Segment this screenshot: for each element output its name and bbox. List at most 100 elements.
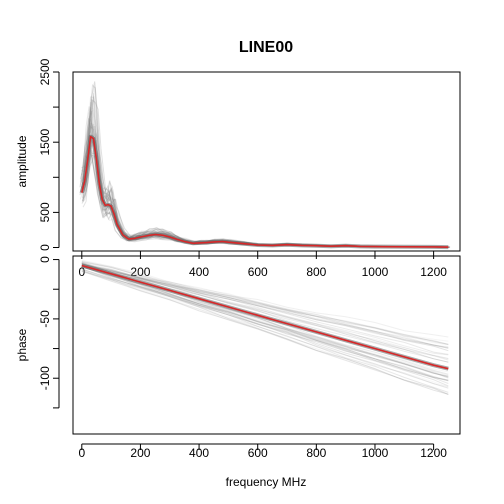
background-trace <box>81 124 449 248</box>
background-trace <box>82 110 450 248</box>
background-trace <box>83 99 450 248</box>
background-trace <box>83 110 450 248</box>
background-trace <box>80 121 448 248</box>
y-tick-label: 500 <box>38 202 52 222</box>
background-trace <box>79 118 447 248</box>
amplitude-panel: 0 500 1500 2500 amplitude 0 200 400 600 800 1000 12… <box>15 58 461 279</box>
background-trace <box>81 262 449 360</box>
background-trace <box>82 126 450 248</box>
x-tick-label: 0 <box>78 265 85 279</box>
background-trace <box>82 136 450 248</box>
background-trace <box>81 263 449 393</box>
y-tick-label: 2500 <box>38 58 52 85</box>
background-trace <box>81 271 449 388</box>
trace-band <box>79 134 449 250</box>
x-tick-label: 400 <box>189 446 209 460</box>
x-tick-label: 600 <box>248 265 268 279</box>
chart-title: LINE00 <box>239 39 293 56</box>
background-trace <box>81 268 449 378</box>
background-trace <box>79 149 447 248</box>
background-trace <box>81 135 449 248</box>
background-trace <box>81 265 449 387</box>
background-trace <box>82 81 450 248</box>
background-trace <box>81 265 449 345</box>
mean-line <box>81 264 449 370</box>
background-trace <box>82 145 450 248</box>
background-trace <box>81 271 449 388</box>
background-trace <box>81 264 449 345</box>
background-trace <box>82 123 449 248</box>
phase-panel-plot-area <box>81 259 449 395</box>
background-trace <box>81 259 449 348</box>
background-trace <box>81 142 449 248</box>
background-trace <box>81 265 449 342</box>
background-trace <box>79 123 447 248</box>
background-trace <box>81 263 449 363</box>
x-tick-label: 400 <box>189 265 209 279</box>
x-tick-label: 1000 <box>362 265 389 279</box>
background-trace <box>80 122 448 248</box>
x-tick-label: 800 <box>306 265 326 279</box>
mean-line <box>81 135 449 248</box>
x-tick-label: 1000 <box>362 446 389 460</box>
background-trace <box>82 86 450 248</box>
phase-axis-label: phase <box>15 328 29 361</box>
background-trace <box>81 269 449 395</box>
background-trace <box>81 265 449 338</box>
background-trace <box>81 270 449 395</box>
amplitude-axis-label: amplitude <box>15 135 29 187</box>
x-tick-label: 200 <box>130 265 150 279</box>
background-trace <box>81 265 449 395</box>
background-trace <box>82 143 450 248</box>
background-trace <box>81 96 449 248</box>
background-trace <box>82 134 450 248</box>
x-tick-label: 1200 <box>420 265 447 279</box>
y-tick-label: 0 <box>38 244 52 251</box>
background-trace <box>81 130 449 248</box>
background-trace <box>81 270 449 382</box>
background-trace <box>81 266 449 376</box>
background-trace <box>81 263 449 356</box>
background-trace <box>81 269 449 381</box>
background-trace <box>81 260 449 355</box>
background-trace <box>81 265 449 345</box>
background-trace <box>83 83 451 248</box>
amplitude-panel-plot-area <box>79 81 451 250</box>
phase-panel: 0 -50 -100 phase 0 200 400 600 800 1000 1200 <box>15 255 461 460</box>
x-tick-label: 600 <box>248 446 268 460</box>
background-trace <box>81 262 449 359</box>
background-trace <box>81 267 449 349</box>
x-tick-label: 1200 <box>420 446 447 460</box>
background-trace <box>80 112 448 248</box>
background-trace <box>81 107 449 248</box>
background-trace <box>81 93 449 248</box>
y-tick-label: -50 <box>38 310 52 328</box>
x-tick-label: 200 <box>130 446 150 460</box>
background-trace <box>79 149 447 248</box>
background-trace <box>81 102 449 248</box>
background-trace <box>81 261 449 346</box>
background-trace <box>80 150 448 248</box>
amplitude-panel-frame <box>72 71 461 252</box>
x-tick-label: 0 <box>78 446 85 460</box>
background-trace <box>81 95 449 248</box>
background-trace <box>81 263 449 363</box>
background-trace <box>79 127 447 248</box>
y-tick-label: 0 <box>38 256 52 263</box>
background-trace <box>82 98 450 248</box>
x-axis-label: frequency MHz <box>226 475 307 489</box>
background-trace <box>81 266 449 381</box>
background-trace <box>81 150 449 248</box>
background-trace <box>80 107 448 248</box>
background-trace <box>82 139 450 248</box>
y-tick-label: 1500 <box>38 129 52 156</box>
background-trace <box>81 261 449 349</box>
background-trace <box>81 262 449 361</box>
background-trace <box>81 268 449 377</box>
background-trace <box>81 264 449 349</box>
background-trace <box>81 264 449 352</box>
background-trace <box>81 125 449 248</box>
x-tick-label: 800 <box>306 446 326 460</box>
background-trace <box>81 119 448 248</box>
